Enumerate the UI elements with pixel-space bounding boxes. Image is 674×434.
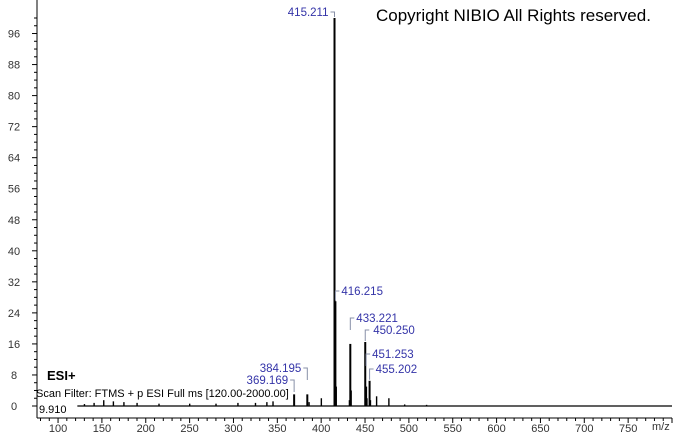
scan-filter-text: Scan Filter: FTMS + p ESI Full ms [120.0… (36, 388, 289, 400)
y-tick-label: 32 (8, 277, 20, 289)
x-tick-label: 150 (93, 423, 111, 434)
ionization-label: ESI+ (47, 368, 76, 383)
x-tick-label: 550 (444, 423, 462, 434)
peak-label: 433.221 (356, 313, 398, 325)
copyright-text: Copyright NIBIO All Rights reserved. (376, 6, 651, 25)
x-tick-label: 500 (400, 423, 418, 434)
peaks (77, 18, 672, 407)
x-tick-label: 750 (619, 423, 637, 434)
y-tick-label: 88 (8, 60, 20, 72)
x-axis-label: m/z (652, 421, 670, 433)
x-tick-label: 300 (224, 423, 242, 434)
peak-label-connector (369, 368, 374, 380)
peak-label: 455.202 (376, 364, 418, 376)
peak-label: 415.211 (288, 7, 329, 19)
y-tick-label: 64 (8, 153, 20, 165)
y-tick-label: 72 (8, 122, 20, 134)
peak-label-connector (365, 353, 371, 366)
peak-label: 450.250 (373, 325, 415, 337)
x-tick-label: 700 (575, 423, 593, 434)
y-tick-label: 56 (8, 184, 20, 196)
peak-label: 416.215 (341, 286, 383, 298)
y-tick-label: 80 (8, 91, 20, 103)
x-tick-label: 400 (312, 423, 330, 434)
base-intensity-text: 9.910 (39, 404, 67, 416)
y-tick-label: 48 (8, 215, 20, 227)
x-tick-label: 350 (268, 423, 286, 434)
y-tick-label: 96 (8, 29, 20, 41)
peak-label-connector (303, 367, 308, 380)
y-tick-label: 16 (8, 339, 20, 351)
y-tick-label: 8 (11, 370, 17, 382)
x-tick-label: 200 (137, 423, 155, 434)
axes: 100 150 200 250 300 350 400 450 500 550 600 650 700 7… (8, 0, 673, 434)
y-tick-label: 40 (8, 246, 20, 258)
y-tick-label: 24 (8, 308, 20, 320)
peak-label: 384.195 (260, 363, 302, 375)
peak-label-connector (290, 379, 295, 392)
peak-label-connector (334, 290, 340, 301)
x-tick-label: 650 (531, 423, 549, 434)
x-tick-label: 450 (356, 423, 374, 434)
x-tick-label: 250 (180, 423, 198, 434)
peak-label: 451.253 (372, 349, 414, 361)
peak-label-connector (364, 329, 370, 341)
peak-label-connector (349, 317, 355, 330)
peak-label: 369.169 (247, 375, 289, 387)
peak-label-connector (330, 11, 336, 17)
y-tick-label: 0 (11, 401, 17, 413)
x-tick-label: 600 (487, 423, 505, 434)
x-tick-label: 100 (49, 423, 67, 434)
